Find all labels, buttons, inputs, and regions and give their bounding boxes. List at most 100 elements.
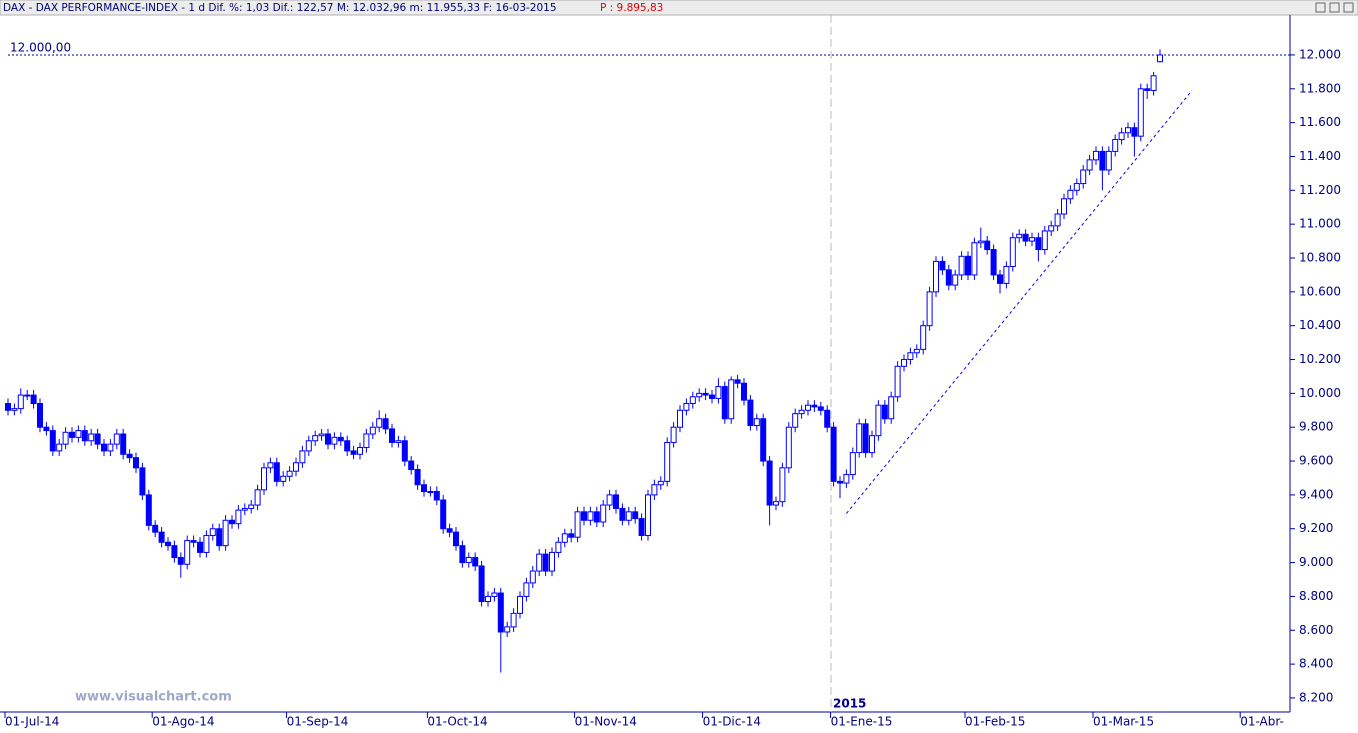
candle-body (529, 570, 536, 584)
candle-body (126, 453, 133, 459)
candle-body (11, 408, 18, 411)
candle-body (747, 399, 754, 427)
candle-body (299, 450, 306, 464)
candle-body (523, 582, 530, 597)
candle-body (670, 426, 677, 443)
y-tick-label: 11.400 (1299, 149, 1341, 163)
candle-body (657, 480, 664, 486)
trendline (846, 90, 1193, 514)
candle-body (17, 394, 24, 410)
candle-body (536, 553, 543, 572)
candle-body (517, 595, 523, 614)
candle-body (421, 484, 427, 493)
restore-button[interactable] (1329, 2, 1340, 13)
candle-body (1093, 150, 1099, 161)
candle-body (261, 467, 267, 491)
candle-body (779, 467, 786, 503)
candle-body (606, 494, 613, 506)
y-tick-label: 11.200 (1299, 183, 1341, 197)
candle-body (721, 386, 728, 420)
candle-body (843, 474, 850, 484)
x-tick-label: 01-Oct-14 (427, 715, 487, 729)
y-tick-label: 11.600 (1299, 115, 1341, 129)
candle-body (510, 612, 517, 628)
candle-body (267, 462, 274, 469)
candle-body (785, 426, 792, 469)
candle-body (1086, 159, 1093, 171)
candle-body (1016, 233, 1023, 239)
candle-body (49, 430, 56, 452)
candle-body (881, 404, 888, 420)
candle-body (549, 551, 555, 572)
candle-body (107, 443, 114, 452)
candle-body (849, 452, 856, 476)
candle-body (1105, 150, 1112, 171)
candle-body (1061, 198, 1067, 215)
candle-body (593, 511, 600, 523)
candle-body (715, 386, 722, 399)
candle-body (139, 467, 146, 496)
candle-body (363, 433, 370, 449)
candle-body (990, 249, 997, 276)
candle-body (325, 433, 331, 445)
candle-body (401, 440, 408, 462)
candle-body (331, 436, 338, 445)
candle-body (1054, 213, 1061, 227)
candle-body (1003, 265, 1010, 284)
candle-body (357, 447, 363, 455)
candle-body (683, 403, 690, 411)
x-tick-label: 01-Sep-14 (287, 715, 349, 729)
candle-body (472, 557, 479, 567)
candle-body (133, 457, 139, 469)
candle-body (369, 426, 376, 435)
candle-body (945, 269, 952, 286)
x-tick-label: 01-Mar-15 (1093, 715, 1154, 729)
x-tick-label: 01-Feb-15 (965, 715, 1025, 729)
header-title: DAX - DAX PERFORMANCE-INDEX - 1 d Dif. %… (3, 2, 557, 14)
candle-body (811, 404, 818, 408)
candle-body (1048, 225, 1055, 232)
candle-body (638, 518, 645, 537)
candle-body (94, 433, 101, 445)
candle-body (830, 426, 837, 482)
y-tick-label: 12.000 (1299, 47, 1341, 61)
close-button[interactable] (1343, 2, 1354, 13)
candle-body (958, 255, 965, 276)
candle-body (856, 423, 863, 454)
candle-body (574, 511, 581, 538)
candle-body (907, 352, 914, 361)
y-tick-label: 10.400 (1299, 318, 1341, 332)
candle-body (280, 475, 287, 482)
candle-body (350, 450, 357, 455)
candle-body (875, 404, 882, 437)
candle-body (318, 433, 325, 437)
candle-body (222, 519, 229, 547)
candle-body (414, 469, 421, 486)
minimize-button[interactable] (1315, 2, 1326, 13)
candle-body (395, 440, 402, 443)
candle-body (177, 557, 184, 565)
window-buttons[interactable] (1315, 2, 1354, 13)
candle-body (37, 403, 43, 428)
candle-body (977, 240, 984, 244)
candle-body (43, 426, 50, 432)
candle-body (344, 440, 351, 452)
candle-body (702, 392, 709, 396)
candle-body (229, 519, 235, 525)
candle-body (913, 348, 920, 354)
candle-body (69, 431, 75, 438)
y-tick-label: 10.000 (1299, 386, 1341, 400)
candle-body (5, 403, 11, 411)
candle-body (619, 507, 626, 521)
candle-body (197, 541, 203, 553)
candle-body (1157, 54, 1163, 63)
candle-body (753, 418, 760, 427)
candle-body (440, 499, 447, 530)
y-tick-label: 9.200 (1299, 521, 1333, 535)
candle-body (81, 430, 88, 442)
candle-body (337, 436, 344, 442)
y-tick-label: 9.000 (1299, 555, 1333, 569)
y-tick-label: 10.200 (1299, 352, 1341, 366)
candle-body (376, 418, 383, 428)
